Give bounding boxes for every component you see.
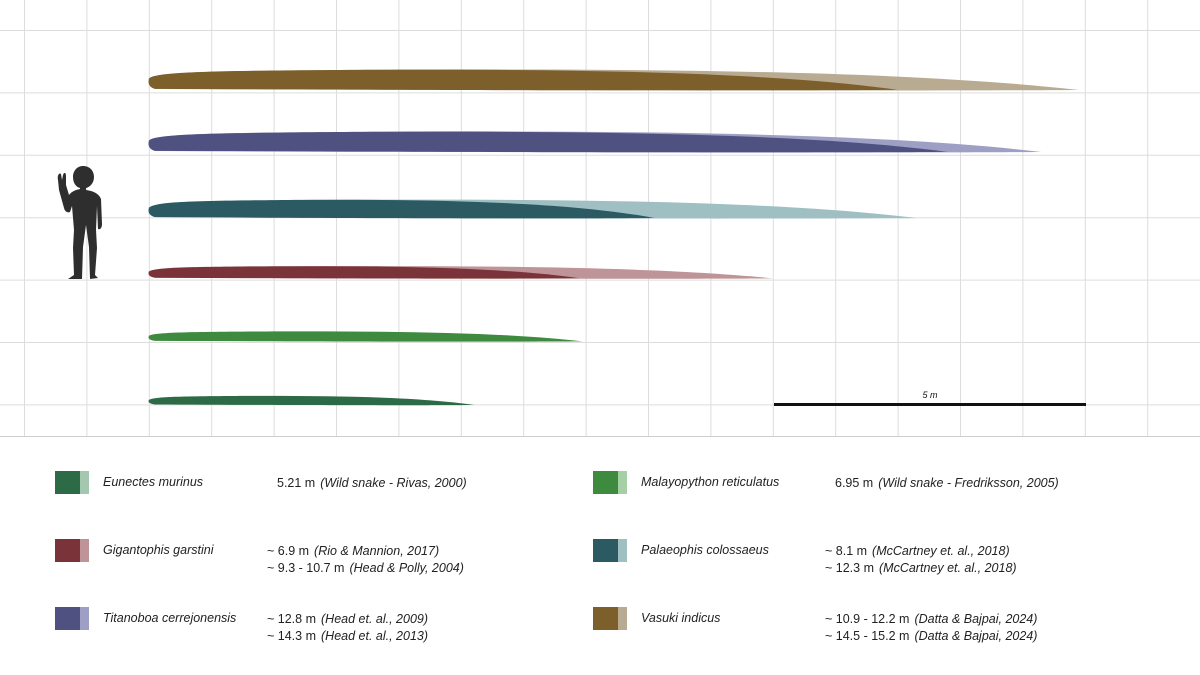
swatch-light	[80, 539, 89, 562]
legend-swatch	[593, 539, 627, 562]
length-estimates: ~ 6.9 m (Rio & Mannion, 2017) ~ 9.3 - 10.7…	[267, 543, 464, 577]
length-reference: (Wild snake - Rivas, 2000)	[320, 476, 467, 490]
length-value: ~ 12.3 m	[825, 561, 874, 575]
snake-titanoboa-min-length	[148, 131, 948, 153]
snake-gigantophis-min-length	[148, 266, 580, 279]
species-name: Eunectes murinus	[103, 475, 204, 489]
legend: Eunectes murinus 5.21 m (Wild snake - Riva…	[0, 437, 1200, 675]
length-value: ~ 8.1 m	[825, 544, 868, 558]
species-name: Malayopython reticulatus	[641, 475, 780, 489]
snake-silhouettes	[148, 69, 1079, 406]
legend-swatch	[55, 471, 89, 494]
swatch-dark	[55, 607, 80, 630]
swatch-dark	[593, 471, 618, 494]
grid	[0, 0, 1200, 437]
swatch-light	[618, 471, 627, 494]
snake-vasuki-min-length	[148, 69, 898, 91]
length-estimate: ~ 12.8 m (Head et. al., 2009)	[267, 611, 428, 628]
length-estimates: ~ 12.8 m (Head et. al., 2009) ~ 14.3 m (Hea…	[267, 611, 428, 645]
species-name: Vasuki indicus	[641, 611, 721, 625]
size-comparison-diagram: 5 m	[0, 0, 1200, 437]
length-value: ~ 14.3 m	[267, 629, 316, 643]
swatch-dark	[55, 539, 80, 562]
length-estimates: 5.21 m (Wild snake - Rivas, 2000)	[277, 475, 467, 492]
swatch-dark	[593, 539, 618, 562]
length-estimate: ~ 9.3 - 10.7 m (Head & Polly, 2004)	[267, 560, 464, 577]
length-reference: (Datta & Bajpai, 2024)	[914, 612, 1038, 626]
length-reference: (Head et. al., 2009)	[321, 612, 429, 626]
swatch-light	[618, 539, 627, 562]
length-reference: (McCartney et. al., 2018)	[879, 561, 1017, 575]
length-value: ~ 10.9 - 12.2 m	[825, 612, 910, 626]
swatch-dark	[55, 471, 80, 494]
length-reference: (Head et. al., 2013)	[321, 629, 429, 643]
species-name: Gigantophis garstini	[103, 543, 214, 557]
swatch-light	[80, 471, 89, 494]
length-estimate: ~ 12.3 m (McCartney et. al., 2018)	[825, 560, 1017, 577]
length-estimate: ~ 6.9 m (Rio & Mannion, 2017)	[267, 543, 464, 560]
swatch-dark	[593, 607, 618, 630]
snake-eunectes-min-length	[148, 395, 475, 406]
snake-palaeophis-min-length	[148, 199, 655, 219]
length-reference: (Wild snake - Fredriksson, 2005)	[878, 476, 1059, 490]
length-estimates: ~ 8.1 m (McCartney et. al., 2018) ~ 12.3 m…	[825, 543, 1017, 577]
human-silhouette-icon	[57, 166, 102, 279]
length-value: ~ 9.3 - 10.7 m	[267, 561, 345, 575]
length-value: ~ 12.8 m	[267, 612, 316, 626]
length-reference: (Datta & Bajpai, 2024)	[914, 629, 1038, 643]
length-value: 6.95 m	[835, 476, 874, 490]
length-estimates: 6.95 m (Wild snake - Fredriksson, 2005)	[835, 475, 1059, 492]
length-value: ~ 6.9 m	[267, 544, 310, 558]
legend-swatch	[593, 607, 627, 630]
length-value: 5.21 m	[277, 476, 316, 490]
length-value: ~ 14.5 - 15.2 m	[825, 629, 910, 643]
length-reference: (McCartney et. al., 2018)	[872, 544, 1010, 558]
snake-malayopython-min-length	[148, 331, 583, 342]
swatch-light	[80, 607, 89, 630]
length-estimate: 5.21 m (Wild snake - Rivas, 2000)	[277, 475, 467, 492]
length-estimate: ~ 10.9 - 12.2 m (Datta & Bajpai, 2024)	[825, 611, 1037, 628]
length-estimate: ~ 14.3 m (Head et. al., 2013)	[267, 628, 428, 645]
length-estimate: 6.95 m (Wild snake - Fredriksson, 2005)	[835, 475, 1059, 492]
length-estimate: ~ 8.1 m (McCartney et. al., 2018)	[825, 543, 1017, 560]
species-name: Titanoboa cerrejonensis	[103, 611, 237, 625]
length-reference: (Rio & Mannion, 2017)	[314, 544, 440, 558]
scale-bar: 5 m	[774, 390, 1086, 406]
legend-swatch	[55, 607, 89, 630]
scale-bar-label: 5 m	[922, 390, 938, 400]
species-name: Palaeophis colossaeus	[641, 543, 769, 557]
legend-swatch	[593, 471, 627, 494]
swatch-light	[618, 607, 627, 630]
length-reference: (Head & Polly, 2004)	[349, 561, 464, 575]
legend-swatch	[55, 539, 89, 562]
length-estimates: ~ 10.9 - 12.2 m (Datta & Bajpai, 2024) ~ 1…	[825, 611, 1037, 645]
length-estimate: ~ 14.5 - 15.2 m (Datta & Bajpai, 2024)	[825, 628, 1037, 645]
